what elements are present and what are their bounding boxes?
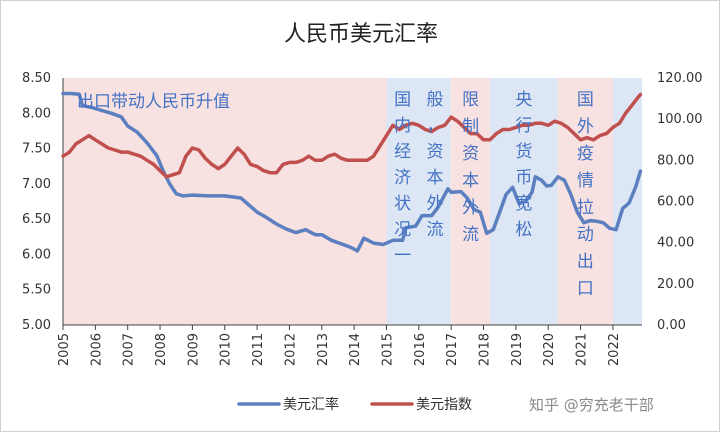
period-band-4	[557, 78, 613, 325]
period-label-1-char: ，	[426, 116, 443, 136]
period-label-4-char: 动	[577, 225, 594, 245]
x-tick-label: 2022	[607, 333, 622, 366]
period-label-2-char: 资	[462, 144, 479, 164]
y-right-tick-label: 80.00	[657, 153, 694, 168]
period-label-1-char: 况	[394, 220, 411, 240]
period-label-1-char: 资	[426, 142, 443, 162]
x-tick-label: 2006	[89, 333, 104, 366]
watermark: 知乎 @穷充老干部	[529, 396, 654, 414]
period-label-4-char: 拉	[577, 198, 594, 218]
period-band-5	[612, 78, 642, 325]
period-label-1-char: 经	[394, 142, 411, 162]
x-tick-label: 2020	[542, 333, 557, 366]
x-tick-label: 2016	[413, 333, 428, 366]
period-label-4-char: 口	[577, 279, 594, 299]
period-label-3-char: 央	[515, 90, 532, 110]
x-tick-label: 2008	[154, 333, 169, 366]
period-label-1-char: 流	[426, 220, 443, 240]
period-label-1-char: 般	[426, 90, 443, 110]
period-label-1-char: 状	[394, 194, 411, 214]
period-label-4-char: 情	[577, 171, 594, 191]
legend-label-1: 美元指数	[416, 397, 472, 413]
y-left-tick-label: 7.50	[22, 142, 51, 157]
period-label-1-char: 内	[394, 116, 411, 136]
period-band-0	[63, 78, 387, 325]
x-tick-label: 2014	[348, 333, 363, 366]
period-bands	[63, 78, 642, 325]
x-tick-label: 2010	[219, 333, 234, 366]
period-label-1-char: 国	[394, 90, 411, 110]
period-label-3-char: 货	[515, 142, 532, 162]
y-left-tick-label: 8.50	[22, 71, 51, 86]
period-labels: 出口带动人民币升值 国内经济状况一般，资本外流限制资本外流央行货币宽松国外疫情拉动…	[77, 90, 594, 299]
y-right-tick-label: 0.00	[657, 318, 686, 333]
x-tick-label: 2011	[251, 333, 266, 366]
y-left-tick-label: 6.00	[22, 247, 51, 262]
x-tick-label: 2017	[445, 333, 460, 366]
y-right-tick-label: 40.00	[657, 236, 694, 251]
period-label-4-char: 国	[577, 90, 594, 110]
y-right-tick-label: 120.00	[657, 71, 703, 86]
series-lines	[61, 91, 643, 253]
period-label-3-char: 宽	[515, 194, 532, 214]
chart-title: 人民币美元汇率	[284, 22, 438, 47]
period-label-4-char: 出	[577, 252, 594, 272]
legend: 美元汇率 美元指数	[237, 396, 472, 413]
period-label-1-char: 本	[426, 168, 443, 188]
period-label-2-char: 外	[462, 198, 479, 218]
period-label-0: 出口带动人民币升值	[77, 92, 230, 112]
period-label-2-char: 本	[462, 171, 479, 191]
x-tick-label: 2015	[380, 333, 395, 366]
period-label-1-char: 外	[426, 194, 443, 214]
y-left-tick-label: 5.50	[22, 283, 51, 298]
y-left-tick-label: 7.00	[22, 177, 51, 192]
period-label-3-char: 行	[515, 116, 532, 136]
x-tick-label: 2013	[316, 333, 331, 366]
series-line-usd-index	[61, 92, 643, 179]
y-right-tick-label: 100.00	[657, 112, 703, 127]
x-tick-label: 2019	[510, 333, 525, 366]
x-tick-label: 2005	[57, 333, 72, 366]
x-tick-label: 2021	[575, 333, 590, 366]
axes: 5.00 5.50 6.00 6.50 7.00 7.50 8.00 8.50 0.00 20.0…	[22, 71, 702, 366]
y-right-tick-label: 20.00	[657, 277, 694, 292]
y-right-tick-label: 60.00	[657, 195, 694, 210]
period-label-2-char: 限	[462, 90, 479, 110]
x-tick-label: 2012	[283, 333, 298, 366]
y-left-tick-label: 5.00	[22, 318, 51, 333]
period-label-3-char: 币	[515, 168, 532, 188]
x-tick-label: 2018	[478, 333, 493, 366]
period-label-2-char: 制	[462, 117, 479, 137]
x-tick-label: 2007	[122, 333, 137, 366]
period-label-3-char: 松	[515, 220, 532, 240]
x-tick-label: 2009	[186, 333, 201, 366]
period-label-2-char: 流	[462, 225, 479, 245]
y-left-tick-label: 8.00	[22, 106, 51, 121]
period-label-1-char: 一	[394, 246, 411, 266]
period-label-4-char: 外	[577, 117, 594, 137]
period-label-4-char: 疫	[577, 144, 594, 164]
y-left-tick-label: 6.50	[22, 212, 51, 227]
legend-label-0: 美元汇率	[283, 396, 339, 413]
period-label-1-char: 济	[394, 168, 411, 188]
